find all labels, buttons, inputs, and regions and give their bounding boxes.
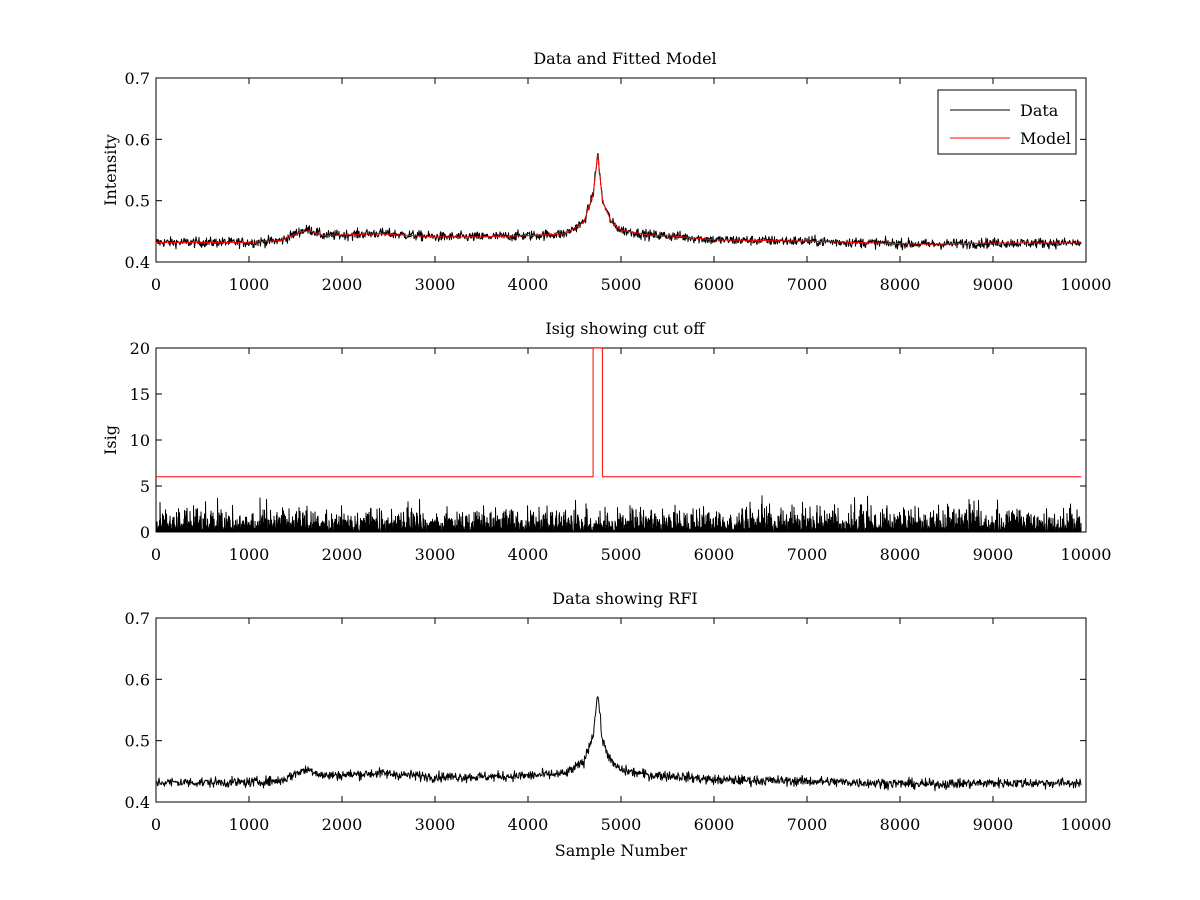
- x-tick-label: 8000: [880, 275, 921, 294]
- x-tick-label: 6000: [694, 545, 735, 564]
- x-tick-label: 9000: [973, 275, 1014, 294]
- series-line-1: [156, 696, 1082, 792]
- legend: Data Model: [937, 89, 1077, 155]
- x-tick-label: 0: [151, 545, 161, 564]
- y-tick-label: 15: [130, 385, 150, 404]
- x-tick-label: 7000: [787, 815, 828, 834]
- chart-title: Data and Fitted Model: [533, 49, 716, 68]
- x-tick-label: 9000: [973, 815, 1014, 834]
- y-tick-label: 0.4: [125, 253, 150, 272]
- y-tick-label: 0.6: [125, 670, 150, 689]
- x-tick-label: 4000: [508, 815, 549, 834]
- series-group: [156, 696, 1082, 792]
- x-tick-label: 5000: [601, 815, 642, 834]
- y-tick-label: 0.6: [125, 130, 150, 149]
- y-axis-label: Isig: [101, 425, 120, 455]
- x-tick-label: 3000: [415, 545, 456, 564]
- x-tick-label: 10000: [1061, 545, 1112, 564]
- y-tick-label: 0.5: [125, 732, 150, 751]
- y-tick-label: 0: [140, 523, 150, 542]
- legend-box: [937, 89, 1077, 155]
- x-tick-label: 3000: [415, 815, 456, 834]
- chart-panel-3: 0 1000 2000 3000 4000 5000 6000 7000 8000 9000 100…: [125, 589, 1112, 860]
- x-tick-label: 3000: [415, 275, 456, 294]
- x-tick-label: 0: [151, 275, 161, 294]
- x-tick-label: 8000: [880, 815, 921, 834]
- x-tick-label: 2000: [322, 545, 363, 564]
- x-tick-label: 10000: [1061, 275, 1112, 294]
- y-tick-label: 0.7: [125, 609, 150, 628]
- y-tick-label: 5: [140, 477, 150, 496]
- chart-title: Isig showing cut off: [545, 319, 706, 338]
- legend-label: Data: [1020, 101, 1059, 120]
- y-tick-label: 10: [130, 431, 150, 450]
- x-tick-label: 4000: [508, 275, 549, 294]
- x-tick-label: 7000: [787, 545, 828, 564]
- x-tick-label: 6000: [694, 815, 735, 834]
- axes-box: [155, 347, 1087, 533]
- x-tick-label: 10000: [1061, 815, 1112, 834]
- y-tick-label: 0.7: [125, 69, 150, 88]
- y-axis-label: Intensity: [101, 134, 120, 206]
- x-tick-label: 1000: [229, 545, 270, 564]
- x-axis-label: Sample Number: [555, 841, 688, 860]
- x-tick-label: 1000: [229, 815, 270, 834]
- x-tick-label: 0: [151, 815, 161, 834]
- legend-label: Model: [1020, 129, 1071, 148]
- x-tick-label: 8000: [880, 545, 921, 564]
- x-tick-label: 5000: [601, 545, 642, 564]
- x-tick-label: 6000: [694, 275, 735, 294]
- series-group: [156, 348, 1082, 532]
- chart-title: Data showing RFI: [552, 589, 697, 608]
- series-line-1: [156, 495, 1082, 532]
- chart-panel-1: 0 1000 2000 3000 4000 5000 6000 7000 8000 9000 100…: [101, 49, 1111, 294]
- x-tick-label: 5000: [601, 275, 642, 294]
- x-tick-label: 1000: [229, 275, 270, 294]
- x-tick-label: 7000: [787, 275, 828, 294]
- y-tick-label: 0.4: [125, 793, 150, 812]
- series-line-2: [156, 348, 1082, 478]
- x-tick-label: 2000: [322, 275, 363, 294]
- y-tick-label: 0.5: [125, 192, 150, 211]
- x-tick-label: 9000: [973, 545, 1014, 564]
- series-line-2: [156, 154, 1082, 245]
- chart-panel-2: 0 1000 2000 3000 4000 5000 6000 7000 8000 9000 100…: [101, 319, 1111, 564]
- y-tick-label: 20: [130, 339, 150, 358]
- x-tick-label: 4000: [508, 545, 549, 564]
- series-group: [156, 152, 1082, 251]
- x-tick-label: 2000: [322, 815, 363, 834]
